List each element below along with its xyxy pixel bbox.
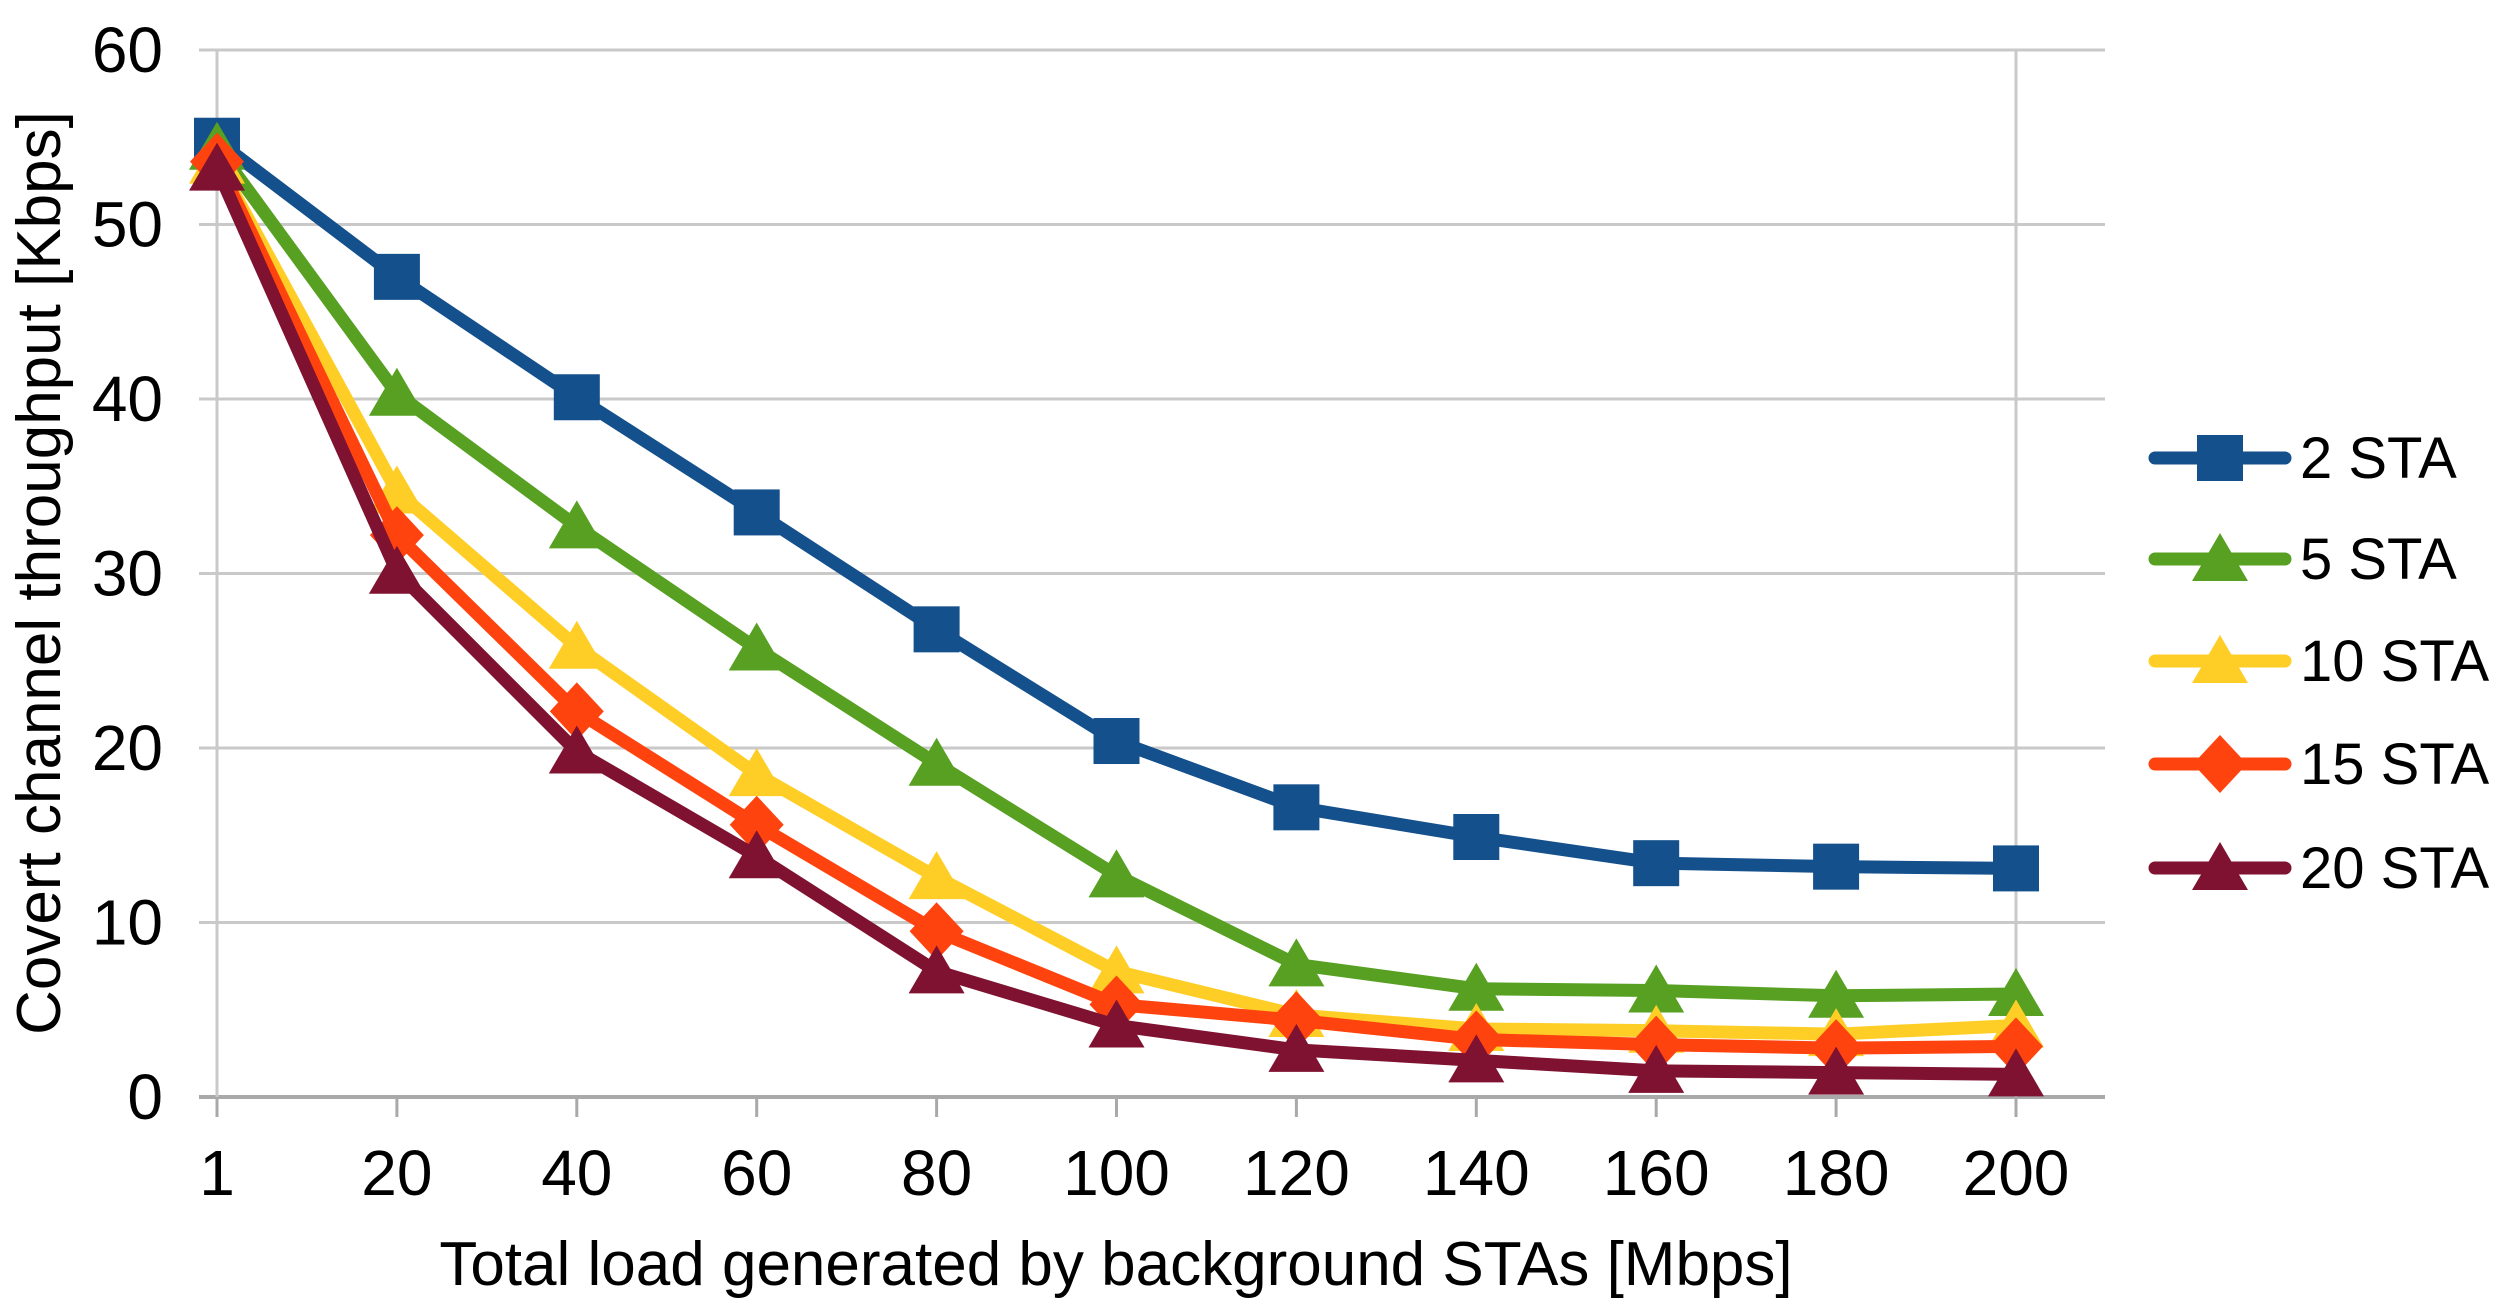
x-tick-label-60: 60 [721,1137,792,1209]
series-20-sta [189,142,2044,1097]
data-point-2-sta-x100 [1093,718,1140,765]
data-point-5-sta-x120 [1268,938,1325,987]
data-point-5-sta-x140 [1448,962,1505,1011]
legend-item-2-sta: 2 STA [2148,426,2457,491]
data-point-5-sta-x60 [728,622,785,671]
data-point-20-sta-x180 [1808,1046,1865,1095]
gridlines [199,48,2105,1099]
x-axis-title: Total load generated by background STAs … [439,1230,1792,1299]
legend-label: 15 STA [2300,732,2489,797]
series-15-sta [190,132,2043,1078]
data-point-10-sta-x80 [908,851,965,900]
legend-marker-diamond [2193,735,2247,793]
data-point-5-sta-x160 [1628,964,1685,1013]
data-series [189,117,2044,1097]
data-point-2-sta-x60 [733,489,780,536]
data-point-20-sta-x140 [1448,1034,1505,1083]
series-line-10-sta [210,155,2023,1041]
legend-marker-triangle [2192,842,2248,890]
legend-item-5-sta: 5 STA [2148,527,2457,592]
data-point-2-sta-x140 [1453,813,1500,860]
data-point-2-sta-x120 [1273,784,1320,831]
data-point-5-sta-x100 [1088,849,1145,898]
legend-label: 20 STA [2300,836,2489,901]
legend: 2 STA 5 STA 10 STA 15 STA 20 STA [2148,426,2489,901]
y-tick-label-0: 0 [127,1061,163,1133]
data-point-15-sta-x160 [1629,1015,1684,1074]
data-point-20-sta-x40 [548,725,605,774]
x-tick-label-40: 40 [541,1137,612,1209]
data-point-5-sta-x200 [1988,968,2044,1017]
x-tick-label-140: 140 [1423,1137,1530,1209]
y-tick-label-10: 10 [92,887,163,959]
legend-item-15-sta: 15 STA [2148,732,2489,797]
data-point-15-sta-x40 [549,682,604,741]
legend-label: 10 STA [2300,629,2489,694]
data-point-5-sta-x20 [368,367,425,416]
legend-marker-square [2197,435,2243,481]
x-tick-label-120: 120 [1243,1137,1350,1209]
data-point-2-sta-x200 [1993,845,2039,892]
data-point-10-sta-x60 [728,748,785,797]
y-tick-label-40: 40 [92,363,163,435]
legend-item-10-sta: 10 STA [2148,629,2489,694]
series-5-sta [189,121,2044,1018]
data-point-20-sta-x80 [908,945,965,994]
data-point-5-sta-x40 [548,500,605,549]
y-tick-label-30: 30 [92,538,163,610]
x-tick-label-200: 200 [1963,1137,2070,1209]
data-point-20-sta-x20 [368,545,425,594]
legend-marker-triangle [2192,533,2248,581]
y-tick-label-60: 60 [92,14,163,86]
x-tick-label-180: 180 [1783,1137,1890,1209]
data-point-2-sta-x20 [373,253,420,300]
legend-label: 2 STA [2300,426,2457,491]
data-point-20-sta-x120 [1268,1023,1325,1072]
data-point-20-sta-x1 [189,142,245,191]
data-point-20-sta-x60 [728,830,785,879]
data-point-5-sta-x180 [1808,969,1865,1018]
data-point-20-sta-x160 [1628,1044,1685,1093]
x-tick-label-100: 100 [1063,1137,1170,1209]
x-tick-label-160: 160 [1603,1137,1710,1209]
data-point-2-sta-x180 [1813,843,1860,890]
x-tick-label-80: 80 [901,1137,972,1209]
legend-marker-triangle [2192,635,2248,683]
data-point-15-sta-x120 [1269,991,1324,1050]
y-tick-label-50: 50 [92,189,163,261]
legend-label: 5 STA [2300,527,2457,592]
data-point-10-sta-x100 [1088,945,1145,994]
data-point-15-sta-x200 [1989,1017,2043,1076]
data-point-10-sta-x40 [548,620,605,669]
data-point-2-sta-x80 [913,606,960,653]
data-point-5-sta-x80 [908,737,965,786]
y-axis-title: Covert channel throughput [Kbps] [5,111,74,1035]
x-tick-label-20: 20 [361,1137,432,1209]
data-point-20-sta-x100 [1088,999,1145,1048]
data-point-2-sta-x160 [1633,840,1680,887]
x-tick-label-1: 1 [199,1137,235,1209]
y-tick-label-20: 20 [92,712,163,784]
data-point-2-sta-x40 [553,374,600,421]
legend-item-20-sta: 20 STA [2148,836,2489,901]
data-point-20-sta-x200 [1988,1048,2044,1097]
data-point-15-sta-x80 [909,902,964,961]
series-2-sta [194,117,2039,892]
data-point-15-sta-x60 [729,795,784,854]
series-line-15-sta [210,155,2023,1055]
